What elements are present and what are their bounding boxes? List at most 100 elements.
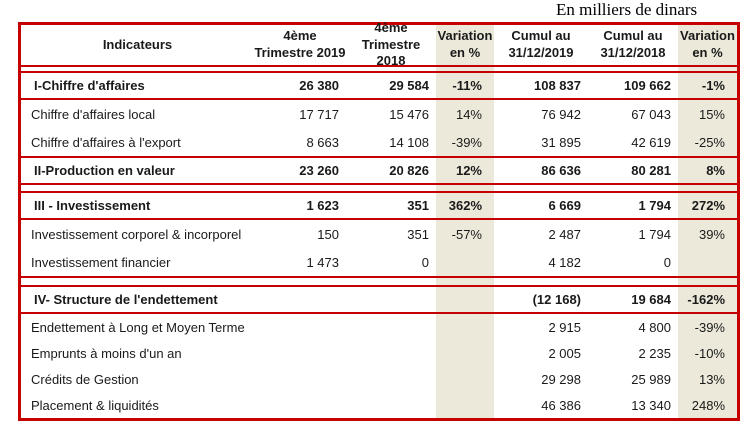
row-label: Crédits de Gestion bbox=[31, 371, 139, 387]
details-investissement: Investissement corporel & incorporel 150… bbox=[21, 220, 737, 278]
cell-variation-cumul: 15% bbox=[698, 106, 725, 122]
cell-q4-2018: 15 476 bbox=[389, 106, 429, 122]
table-row: Investissement corporel & incorporel 150… bbox=[21, 220, 737, 248]
cell-variation-trimestre: 362% bbox=[448, 198, 482, 213]
table-row: Chiffre d'affaires local 17 717 15 476 1… bbox=[21, 100, 737, 128]
table-header-block: Indicateurs 4ème Trimestre 2019 4ème Tri… bbox=[21, 20, 737, 69]
cell-cumul-2019: 46 386 bbox=[541, 397, 581, 413]
cell-cumul-2018: 67 043 bbox=[631, 106, 671, 122]
cell-variation-cumul: 8% bbox=[706, 163, 725, 178]
cell-variation-cumul: -1% bbox=[701, 78, 725, 93]
cell-cumul-2019: 4 182 bbox=[548, 254, 581, 270]
row-label: Placement & liquidités bbox=[31, 397, 159, 413]
cell-q4-2019: 1 473 bbox=[306, 254, 339, 270]
table-row: Placement & liquidités 46 386 13 340 248… bbox=[21, 392, 737, 418]
cell-q4-2018: 20 826 bbox=[389, 163, 429, 178]
cell-cumul-2019: 2 487 bbox=[548, 226, 581, 242]
cell-q4-2019: 17 717 bbox=[299, 106, 339, 122]
cell-q4-2019: 1 623 bbox=[306, 198, 339, 213]
cell-q4-2019: 8 663 bbox=[306, 134, 339, 150]
cell-cumul-2018: 13 340 bbox=[631, 397, 671, 413]
units-caption: En milliers de dinars bbox=[556, 0, 698, 19]
header-cumul-2018: Cumul au 31/12/2018 bbox=[600, 28, 666, 60]
cell-variation-trimestre: -57% bbox=[451, 226, 482, 242]
row-label: IV- Structure de l'endettement bbox=[34, 292, 218, 307]
cell-cumul-2019: 86 636 bbox=[541, 163, 581, 178]
table-header-row: Indicateurs 4ème Trimestre 2019 4ème Tri… bbox=[21, 20, 737, 69]
cell-cumul-2018: 1 794 bbox=[638, 198, 671, 213]
cell-cumul-2019: 108 837 bbox=[534, 78, 581, 93]
section-endettement: IV- Structure de l'endettement (12 168) … bbox=[21, 285, 737, 314]
cell-cumul-2018: 80 281 bbox=[631, 163, 671, 178]
cell-cumul-2019: 2 005 bbox=[548, 345, 581, 361]
row-label: Chiffre d'affaires à l'export bbox=[31, 134, 181, 150]
section-investissement: III - Investissement 1 623 351 362% 6 66… bbox=[21, 191, 737, 220]
cell-cumul-2019: (12 168) bbox=[532, 292, 581, 307]
cell-variation-cumul: 13% bbox=[698, 371, 725, 387]
cell-cumul-2018: 4 800 bbox=[638, 319, 671, 335]
row-label: Investissement financier bbox=[31, 254, 171, 270]
variation-trimestre-column-highlight bbox=[436, 25, 494, 418]
cell-variation-cumul: 39% bbox=[698, 226, 725, 242]
table-row: II-Production en valeur 23 260 20 826 12… bbox=[21, 158, 737, 183]
row-label: II-Production en valeur bbox=[34, 163, 175, 178]
cell-variation-cumul: -162% bbox=[687, 292, 725, 307]
cell-cumul-2019: 31 895 bbox=[541, 134, 581, 150]
cell-variation-cumul: 272% bbox=[691, 198, 725, 213]
header-variation-cumul: Variation en % bbox=[680, 28, 735, 60]
row-label: Chiffre d'affaires local bbox=[31, 106, 156, 122]
cell-cumul-2018: 2 235 bbox=[638, 345, 671, 361]
table-row: Investissement financier 1 473 0 4 182 0 bbox=[21, 248, 737, 276]
cell-cumul-2018: 0 bbox=[663, 254, 671, 270]
table-row: IV- Structure de l'endettement (12 168) … bbox=[21, 287, 737, 312]
cell-cumul-2018: 42 619 bbox=[631, 134, 671, 150]
cell-cumul-2019: 76 942 bbox=[541, 106, 581, 122]
cell-cumul-2018: 109 662 bbox=[624, 78, 671, 93]
cell-q4-2018: 29 584 bbox=[389, 78, 429, 93]
cell-q4-2019: 26 380 bbox=[299, 78, 339, 93]
section-chiffre-affaires: I-Chiffre d'affaires 26 380 29 584 -11% … bbox=[21, 71, 737, 100]
table-row: Chiffre d'affaires à l'export 8 663 14 1… bbox=[21, 128, 737, 156]
cell-cumul-2019: 29 298 bbox=[541, 371, 581, 387]
cell-cumul-2018: 1 794 bbox=[638, 226, 671, 242]
spacer bbox=[21, 278, 737, 285]
cell-q4-2018: 0 bbox=[421, 254, 429, 270]
table-row: III - Investissement 1 623 351 362% 6 66… bbox=[21, 193, 737, 218]
cell-variation-cumul: 248% bbox=[691, 397, 725, 413]
row-label: III - Investissement bbox=[34, 198, 151, 213]
cell-q4-2019: 23 260 bbox=[299, 163, 339, 178]
cell-cumul-2019: 2 915 bbox=[548, 319, 581, 335]
table-row: I-Chiffre d'affaires 26 380 29 584 -11% … bbox=[21, 73, 737, 98]
cell-cumul-2018: 19 684 bbox=[631, 292, 671, 307]
cell-variation-cumul: -25% bbox=[694, 134, 725, 150]
cell-variation-cumul: -39% bbox=[694, 319, 725, 335]
variation-cumul-column-highlight bbox=[678, 25, 737, 418]
cell-variation-trimestre: 12% bbox=[455, 163, 482, 178]
row-label: Endettement à Long et Moyen Terme bbox=[31, 319, 245, 335]
cell-variation-trimestre: 14% bbox=[455, 106, 482, 122]
table-row: Crédits de Gestion 29 298 25 989 13% bbox=[21, 366, 737, 392]
cell-q4-2018: 351 bbox=[407, 226, 429, 242]
financial-indicators-table: Indicateurs 4ème Trimestre 2019 4ème Tri… bbox=[18, 20, 740, 421]
table-row: Endettement à Long et Moyen Terme 2 915 … bbox=[21, 314, 737, 340]
table-row: Emprunts à moins d'un an 2 005 2 235 -10… bbox=[21, 340, 737, 366]
cell-variation-trimestre: -39% bbox=[451, 134, 482, 150]
row-label: Investissement corporel & incorporel bbox=[31, 226, 242, 242]
row-label: I-Chiffre d'affaires bbox=[34, 78, 145, 93]
cell-variation-trimestre: -11% bbox=[452, 78, 482, 93]
header-q4-2018: 4ème Trimestre 2018 bbox=[361, 19, 421, 69]
details-chiffre-affaires: Chiffre d'affaires local 17 717 15 476 1… bbox=[21, 100, 737, 158]
header-variation-trimestre: Variation en % bbox=[437, 28, 493, 60]
header-cumul-2019: Cumul au 31/12/2019 bbox=[508, 28, 574, 60]
cell-q4-2018: 14 108 bbox=[389, 134, 429, 150]
cell-q4-2018: 351 bbox=[407, 198, 429, 213]
cell-q4-2019: 150 bbox=[317, 226, 339, 242]
cell-cumul-2019: 6 669 bbox=[548, 198, 581, 213]
details-endettement: Endettement à Long et Moyen Terme 2 915 … bbox=[21, 314, 737, 418]
row-label: Emprunts à moins d'un an bbox=[31, 345, 182, 361]
cell-variation-cumul: -10% bbox=[694, 345, 725, 361]
header-q4-2019: 4ème Trimestre 2019 bbox=[254, 28, 346, 60]
header-indicateurs: Indicateurs bbox=[102, 36, 173, 52]
cell-cumul-2018: 25 989 bbox=[631, 371, 671, 387]
section-production: II-Production en valeur 23 260 20 826 12… bbox=[21, 158, 737, 185]
